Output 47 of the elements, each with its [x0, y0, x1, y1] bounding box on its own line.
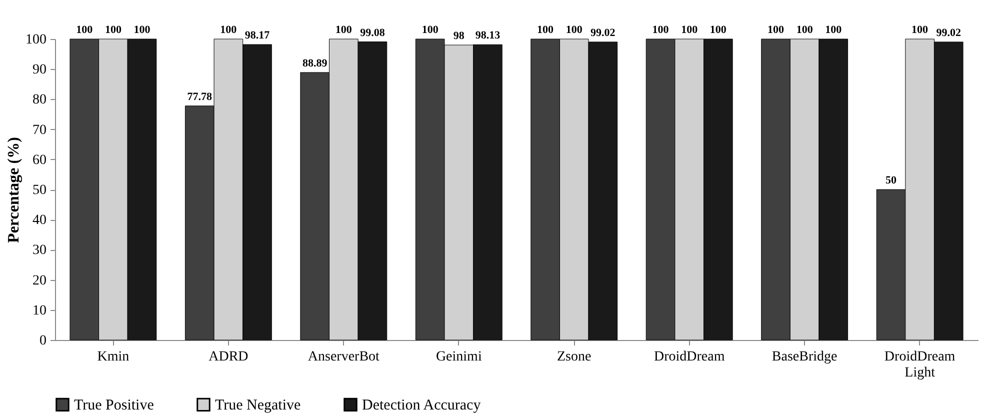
y-tick-label: 40: [32, 213, 46, 228]
data-label: 100: [220, 24, 238, 36]
x-tick-label: Geinimi: [436, 350, 482, 364]
data-label: 100: [104, 24, 122, 36]
y-tick-label: 90: [32, 62, 46, 78]
y-tick-label: 60: [32, 152, 46, 168]
y-tick-label: 30: [32, 243, 46, 258]
x-tick-label: ADRD: [208, 350, 248, 364]
legend-label: True Negative: [215, 398, 302, 414]
data-label: 88.89: [302, 57, 328, 70]
data-label: 100: [681, 24, 698, 36]
x-tick-label: AnserverBot: [308, 350, 380, 364]
data-label: 100: [76, 24, 94, 36]
data-label: 100: [912, 24, 929, 36]
data-label: 98.17: [244, 30, 270, 42]
x-tick-label: BaseBridge: [772, 350, 838, 364]
data-label: 50: [886, 174, 897, 186]
data-label: 99.02: [590, 26, 616, 39]
y-tick-label: 10: [32, 303, 46, 318]
data-label: 100: [566, 24, 583, 36]
data-label: 77.78: [187, 90, 212, 103]
x-tick-label: Zsone: [557, 350, 592, 364]
x-tick-label: Kmin: [97, 350, 130, 364]
y-tick-label: 20: [32, 273, 46, 288]
data-label: 99.02: [936, 26, 962, 39]
data-label: 98.13: [475, 30, 501, 42]
data-label: 100: [652, 24, 670, 36]
data-label: 100: [710, 24, 727, 36]
data-label: 100: [335, 24, 352, 36]
x-tick-label: DroidDream Light: [884, 350, 956, 380]
data-label: 100: [422, 24, 439, 36]
y-tick-label: 0: [40, 334, 46, 348]
data-label: 100: [768, 24, 785, 36]
data-label: 100: [537, 24, 554, 36]
data-label: 99.08: [360, 26, 386, 39]
y-tick-label: 50: [32, 183, 46, 198]
y-axis-title: Percentage (%): [6, 137, 22, 243]
data-label: 100: [825, 24, 842, 36]
x-tick-label: DroidDream: [654, 350, 725, 364]
legend-label: Detection Accuracy: [362, 398, 482, 414]
data-label: 98: [453, 30, 465, 42]
data-label: 100: [134, 24, 151, 36]
y-tick-label: 80: [32, 92, 46, 108]
legend-label: True Positive: [74, 398, 154, 414]
y-tick-label: 100: [26, 32, 46, 48]
data-label: 100: [796, 24, 814, 36]
y-tick-label: 70: [32, 122, 46, 138]
